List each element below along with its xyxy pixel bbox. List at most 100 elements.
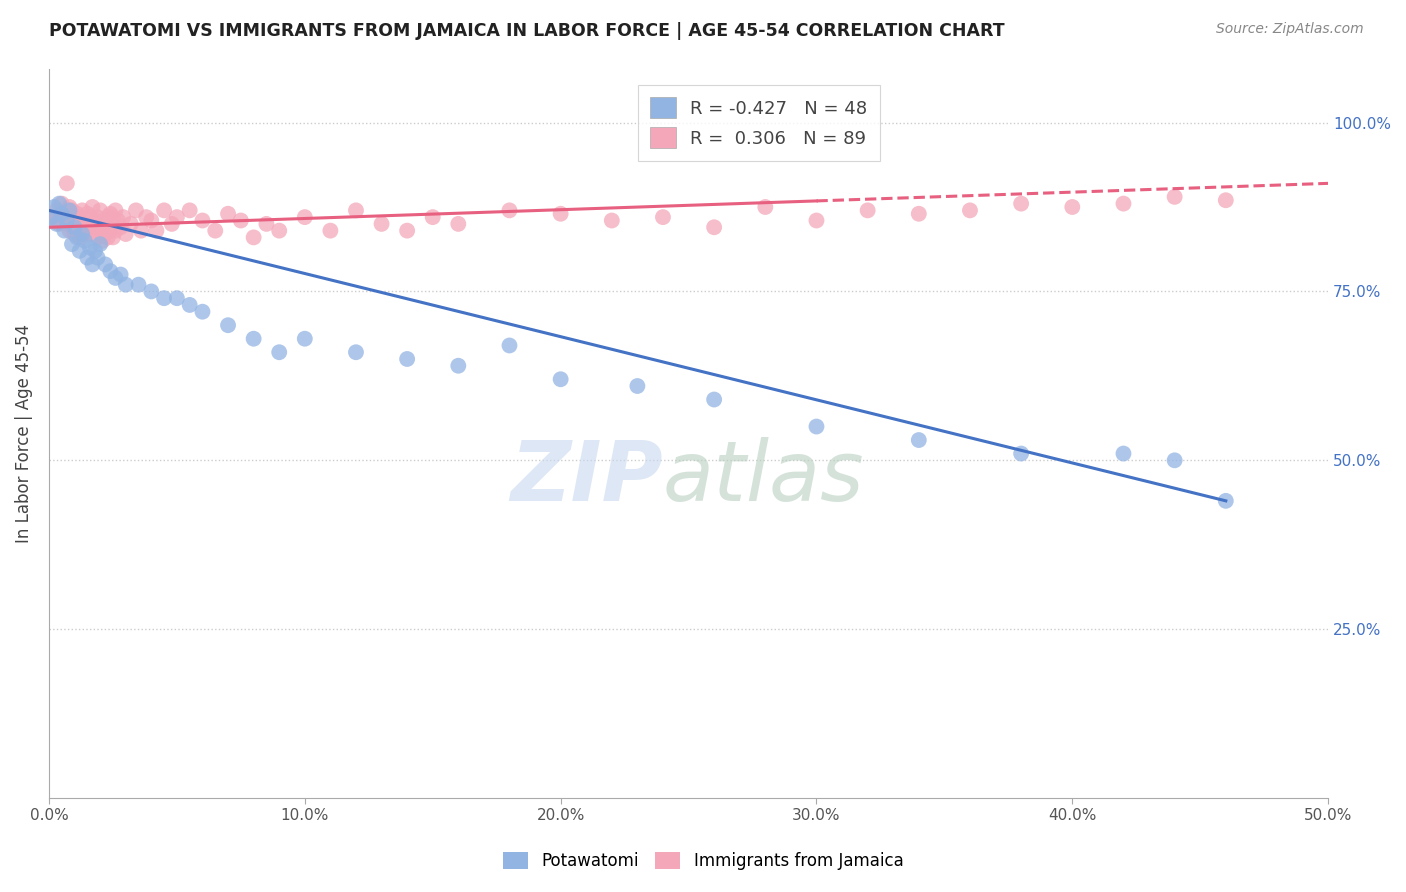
Point [51, 207, 73, 221]
Point [1215, 493, 1237, 508]
Point [344, 345, 367, 359]
Text: POTAWATOMI VS IMMIGRANTS FROM JAMAICA IN LABOR FORCE | AGE 45-54 CORRELATION CHA: POTAWATOMI VS IMMIGRANTS FROM JAMAICA IN… [49, 22, 1005, 40]
Point [294, 332, 316, 346]
Point [498, 338, 520, 352]
Point [120, 217, 142, 231]
Point [242, 332, 264, 346]
Point [114, 227, 136, 241]
Point [66, 230, 89, 244]
Point [107, 213, 129, 227]
Point [129, 224, 152, 238]
Point [370, 217, 392, 231]
Point [269, 224, 291, 238]
Point [97, 230, 120, 244]
Point [51, 196, 73, 211]
Point [652, 210, 675, 224]
Legend: R = -0.427   N = 48, R =  0.306   N = 89: R = -0.427 N = 48, R = 0.306 N = 89 [638, 85, 880, 161]
Point [53, 224, 76, 238]
Point [76, 220, 98, 235]
Point [1163, 190, 1185, 204]
Point [94, 213, 117, 227]
Point [396, 351, 419, 366]
Point [70, 220, 93, 235]
Point [1163, 453, 1185, 467]
Text: ZIP: ZIP [510, 436, 664, 517]
Point [97, 210, 120, 224]
Point [45, 203, 67, 218]
Point [42, 210, 65, 224]
Point [100, 224, 122, 238]
Point [191, 304, 214, 318]
Point [94, 227, 117, 241]
Point [550, 207, 572, 221]
Point [294, 210, 316, 224]
Point [217, 318, 239, 333]
Point [1010, 196, 1032, 211]
Point [86, 210, 108, 224]
Point [600, 213, 623, 227]
Point [73, 217, 96, 231]
Point [42, 200, 65, 214]
Point [135, 210, 157, 224]
Point [79, 227, 101, 241]
Point [907, 433, 929, 447]
Point [82, 220, 104, 235]
Point [806, 213, 828, 227]
Point [125, 203, 148, 218]
Point [110, 268, 132, 282]
Point [160, 217, 183, 231]
Point [101, 210, 124, 224]
Point [1062, 200, 1084, 214]
Point [550, 372, 572, 386]
Text: atlas: atlas [664, 436, 865, 517]
Point [447, 359, 470, 373]
Point [70, 227, 93, 241]
Point [60, 237, 83, 252]
Point [703, 220, 725, 235]
Point [60, 203, 83, 218]
Point [141, 213, 163, 227]
Point [179, 298, 201, 312]
Point [84, 213, 107, 227]
Point [91, 234, 114, 248]
Point [89, 237, 111, 252]
Legend: Potawatomi, Immigrants from Jamaica: Potawatomi, Immigrants from Jamaica [496, 845, 910, 877]
Point [66, 207, 89, 221]
Point [84, 244, 107, 258]
Point [104, 203, 127, 218]
Point [56, 177, 79, 191]
Point [94, 257, 117, 271]
Point [56, 217, 79, 231]
Point [89, 203, 111, 218]
Point [153, 291, 176, 305]
Point [84, 224, 107, 238]
Point [217, 207, 239, 221]
Point [86, 230, 108, 244]
Point [86, 251, 108, 265]
Point [128, 277, 150, 292]
Point [41, 210, 63, 224]
Point [269, 345, 291, 359]
Point [56, 213, 79, 227]
Point [396, 224, 419, 238]
Point [422, 210, 444, 224]
Point [141, 285, 163, 299]
Point [145, 224, 167, 238]
Point [498, 203, 520, 218]
Point [104, 271, 127, 285]
Point [48, 217, 70, 231]
Point [69, 210, 91, 224]
Point [76, 207, 98, 221]
Point [69, 230, 91, 244]
Point [166, 291, 188, 305]
Point [153, 203, 176, 218]
Point [70, 203, 93, 218]
Point [58, 200, 80, 214]
Point [101, 230, 124, 244]
Point [82, 200, 104, 214]
Point [58, 203, 80, 218]
Point [1112, 196, 1135, 211]
Point [179, 203, 201, 218]
Point [104, 224, 127, 238]
Point [53, 210, 76, 224]
